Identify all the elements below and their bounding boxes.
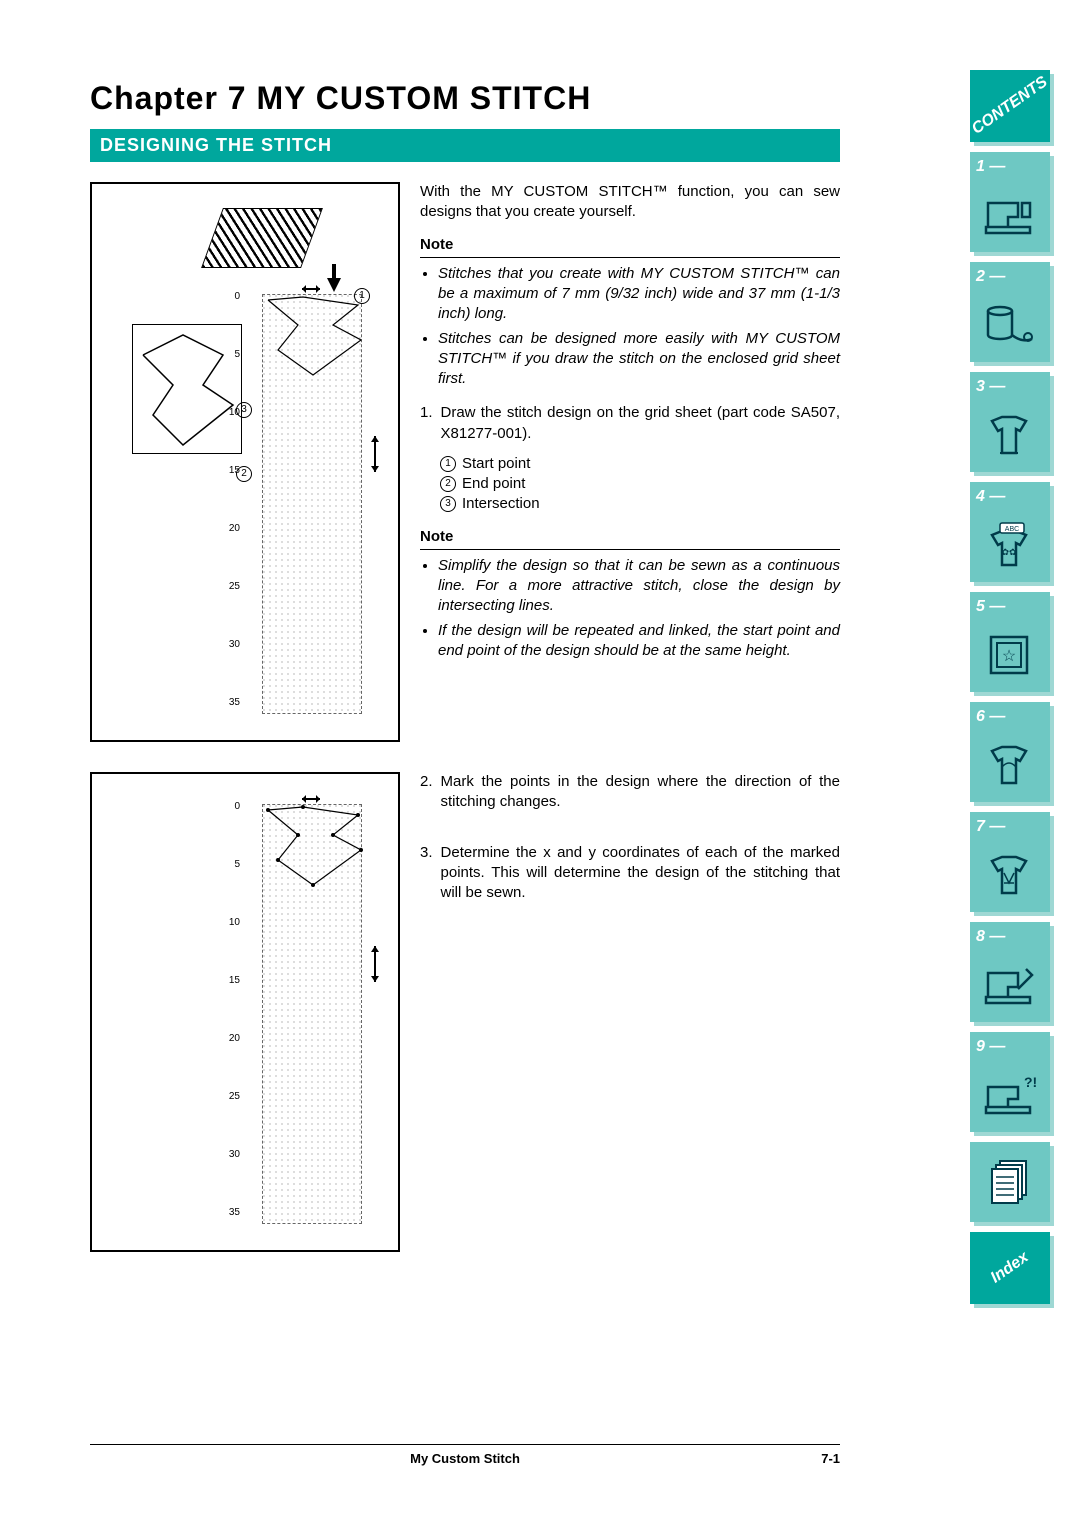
step-3: 3. Determine the x and y coordinates of …: [420, 843, 840, 904]
grid-strip-1-svg: [263, 295, 363, 715]
v-arrow-icon: [368, 944, 382, 984]
svg-text:?!: ?!: [1024, 1074, 1036, 1090]
h-arrow-icon: [300, 282, 322, 296]
note-1-heading: Note: [420, 235, 840, 255]
grid-strip-1: [262, 294, 362, 714]
note-2-item: Simplify the design so that it can be se…: [438, 556, 840, 617]
page-content: Chapter 7 MY CUSTOM STITCH DESIGNING THE…: [90, 80, 840, 1282]
step-1-number: 1.: [420, 403, 433, 444]
tab-chapter-8[interactable]: 8 —: [970, 922, 1050, 1022]
note-1-item: Stitches can be designed more easily wit…: [438, 329, 840, 390]
row-2: 0 5 10 15 20 25 30 35 2. Mark the points…: [90, 772, 840, 1252]
tab-chapter-3[interactable]: 3 —: [970, 372, 1050, 472]
step-2-text: Mark the points in the design where the …: [441, 772, 840, 813]
note-2-list: Simplify the design so that it can be se…: [420, 556, 840, 661]
footer-page: 7-1: [520, 1451, 840, 1466]
machine-question-icon: ?!: [980, 1068, 1038, 1122]
note-1-list: Stitches that you create with MY CUSTOM …: [420, 264, 840, 390]
svg-text:☆: ☆: [1002, 648, 1016, 665]
notes-pages-icon: [988, 1157, 1032, 1207]
tab-chapter-1[interactable]: 1 —: [970, 152, 1050, 252]
svg-text:✿✿: ✿✿: [1001, 547, 1017, 557]
legend-row: 3Intersection: [440, 494, 840, 514]
figure-1-column: 1 2 3 0 5 10 15 20 25 30 35: [90, 182, 400, 742]
step-1-text: Draw the stitch design on the grid sheet…: [441, 403, 840, 444]
note-2-heading: Note: [420, 527, 840, 547]
figure-1: 1 2 3 0 5 10 15 20 25 30 35: [90, 182, 400, 742]
step-3-number: 3.: [420, 843, 433, 904]
thread-spool-icon: [980, 298, 1038, 352]
h-arrow-icon: [300, 792, 322, 806]
step-1: 1. Draw the stitch design on the grid sh…: [420, 403, 840, 444]
page-footer: My Custom Stitch 7-1: [90, 1444, 840, 1466]
grid-strip-2-svg: [263, 805, 363, 1225]
row-1: 1 2 3 0 5 10 15 20 25 30 35: [90, 182, 840, 742]
tab-notes[interactable]: [970, 1142, 1050, 1222]
starburst-inset: [132, 324, 242, 454]
arrow-down-icon: [327, 278, 341, 292]
shirt-dotted-icon: [980, 408, 1038, 462]
tab-chapter-2[interactable]: 2 —: [970, 262, 1050, 362]
machine-needle-icon: [980, 958, 1038, 1012]
grid-strip-2: [262, 804, 362, 1224]
sewing-machine-icon: [980, 188, 1038, 242]
legend-row: 2End point: [440, 474, 840, 494]
tab-chapter-4[interactable]: 4 — ABC✿✿: [970, 482, 1050, 582]
tab-index[interactable]: Index: [970, 1232, 1050, 1304]
shirt-pattern-icon: [980, 738, 1038, 792]
note-1-rule: [420, 257, 840, 258]
callout-1: 1: [354, 288, 370, 304]
note-1-item: Stitches that you create with MY CUSTOM …: [438, 264, 840, 325]
text-column-1: With the MY CUSTOM STITCH™ function, you…: [420, 182, 840, 742]
starburst-svg: [133, 325, 243, 455]
intro-paragraph: With the MY CUSTOM STITCH™ function, you…: [420, 182, 840, 223]
note-2-item: If the design will be repeated and linke…: [438, 621, 840, 662]
text-column-2: 2. Mark the points in the design where t…: [420, 772, 840, 1252]
step-2-number: 2.: [420, 772, 433, 813]
sidebar-tabs: CONTENTS 1 — 2 — 3 — 4 — ABC✿✿ 5 — ☆ 6 —: [970, 70, 1060, 1304]
legend-row: 1Start point: [440, 454, 840, 474]
tab-chapter-6[interactable]: 6 —: [970, 702, 1050, 802]
shirt-custom-icon: [980, 848, 1038, 902]
abc-shirt-icon: ABC ✿✿: [980, 518, 1038, 572]
star-frame-icon: ☆: [980, 628, 1038, 682]
tab-chapter-9[interactable]: 9 — ?!: [970, 1032, 1050, 1132]
step-3-text: Determine the x and y coordinates of eac…: [441, 843, 840, 904]
figure-2: 0 5 10 15 20 25 30 35: [90, 772, 400, 1252]
step-2: 2. Mark the points in the design where t…: [420, 772, 840, 813]
hatch-swatch: [201, 208, 323, 268]
legend: 1Start point 2End point 3Intersection: [440, 454, 840, 515]
note-2-rule: [420, 549, 840, 550]
figure-2-column: 0 5 10 15 20 25 30 35: [90, 772, 400, 1252]
tab-contents[interactable]: CONTENTS: [970, 70, 1050, 142]
footer-title: My Custom Stitch: [410, 1451, 520, 1466]
chapter-title: Chapter 7 MY CUSTOM STITCH: [90, 80, 840, 117]
tab-chapter-7[interactable]: 7 —: [970, 812, 1050, 912]
svg-text:ABC: ABC: [1005, 526, 1019, 533]
tab-chapter-5[interactable]: 5 — ☆: [970, 592, 1050, 692]
section-heading: DESIGNING THE STITCH: [90, 129, 840, 162]
v-arrow-icon: [368, 434, 382, 474]
